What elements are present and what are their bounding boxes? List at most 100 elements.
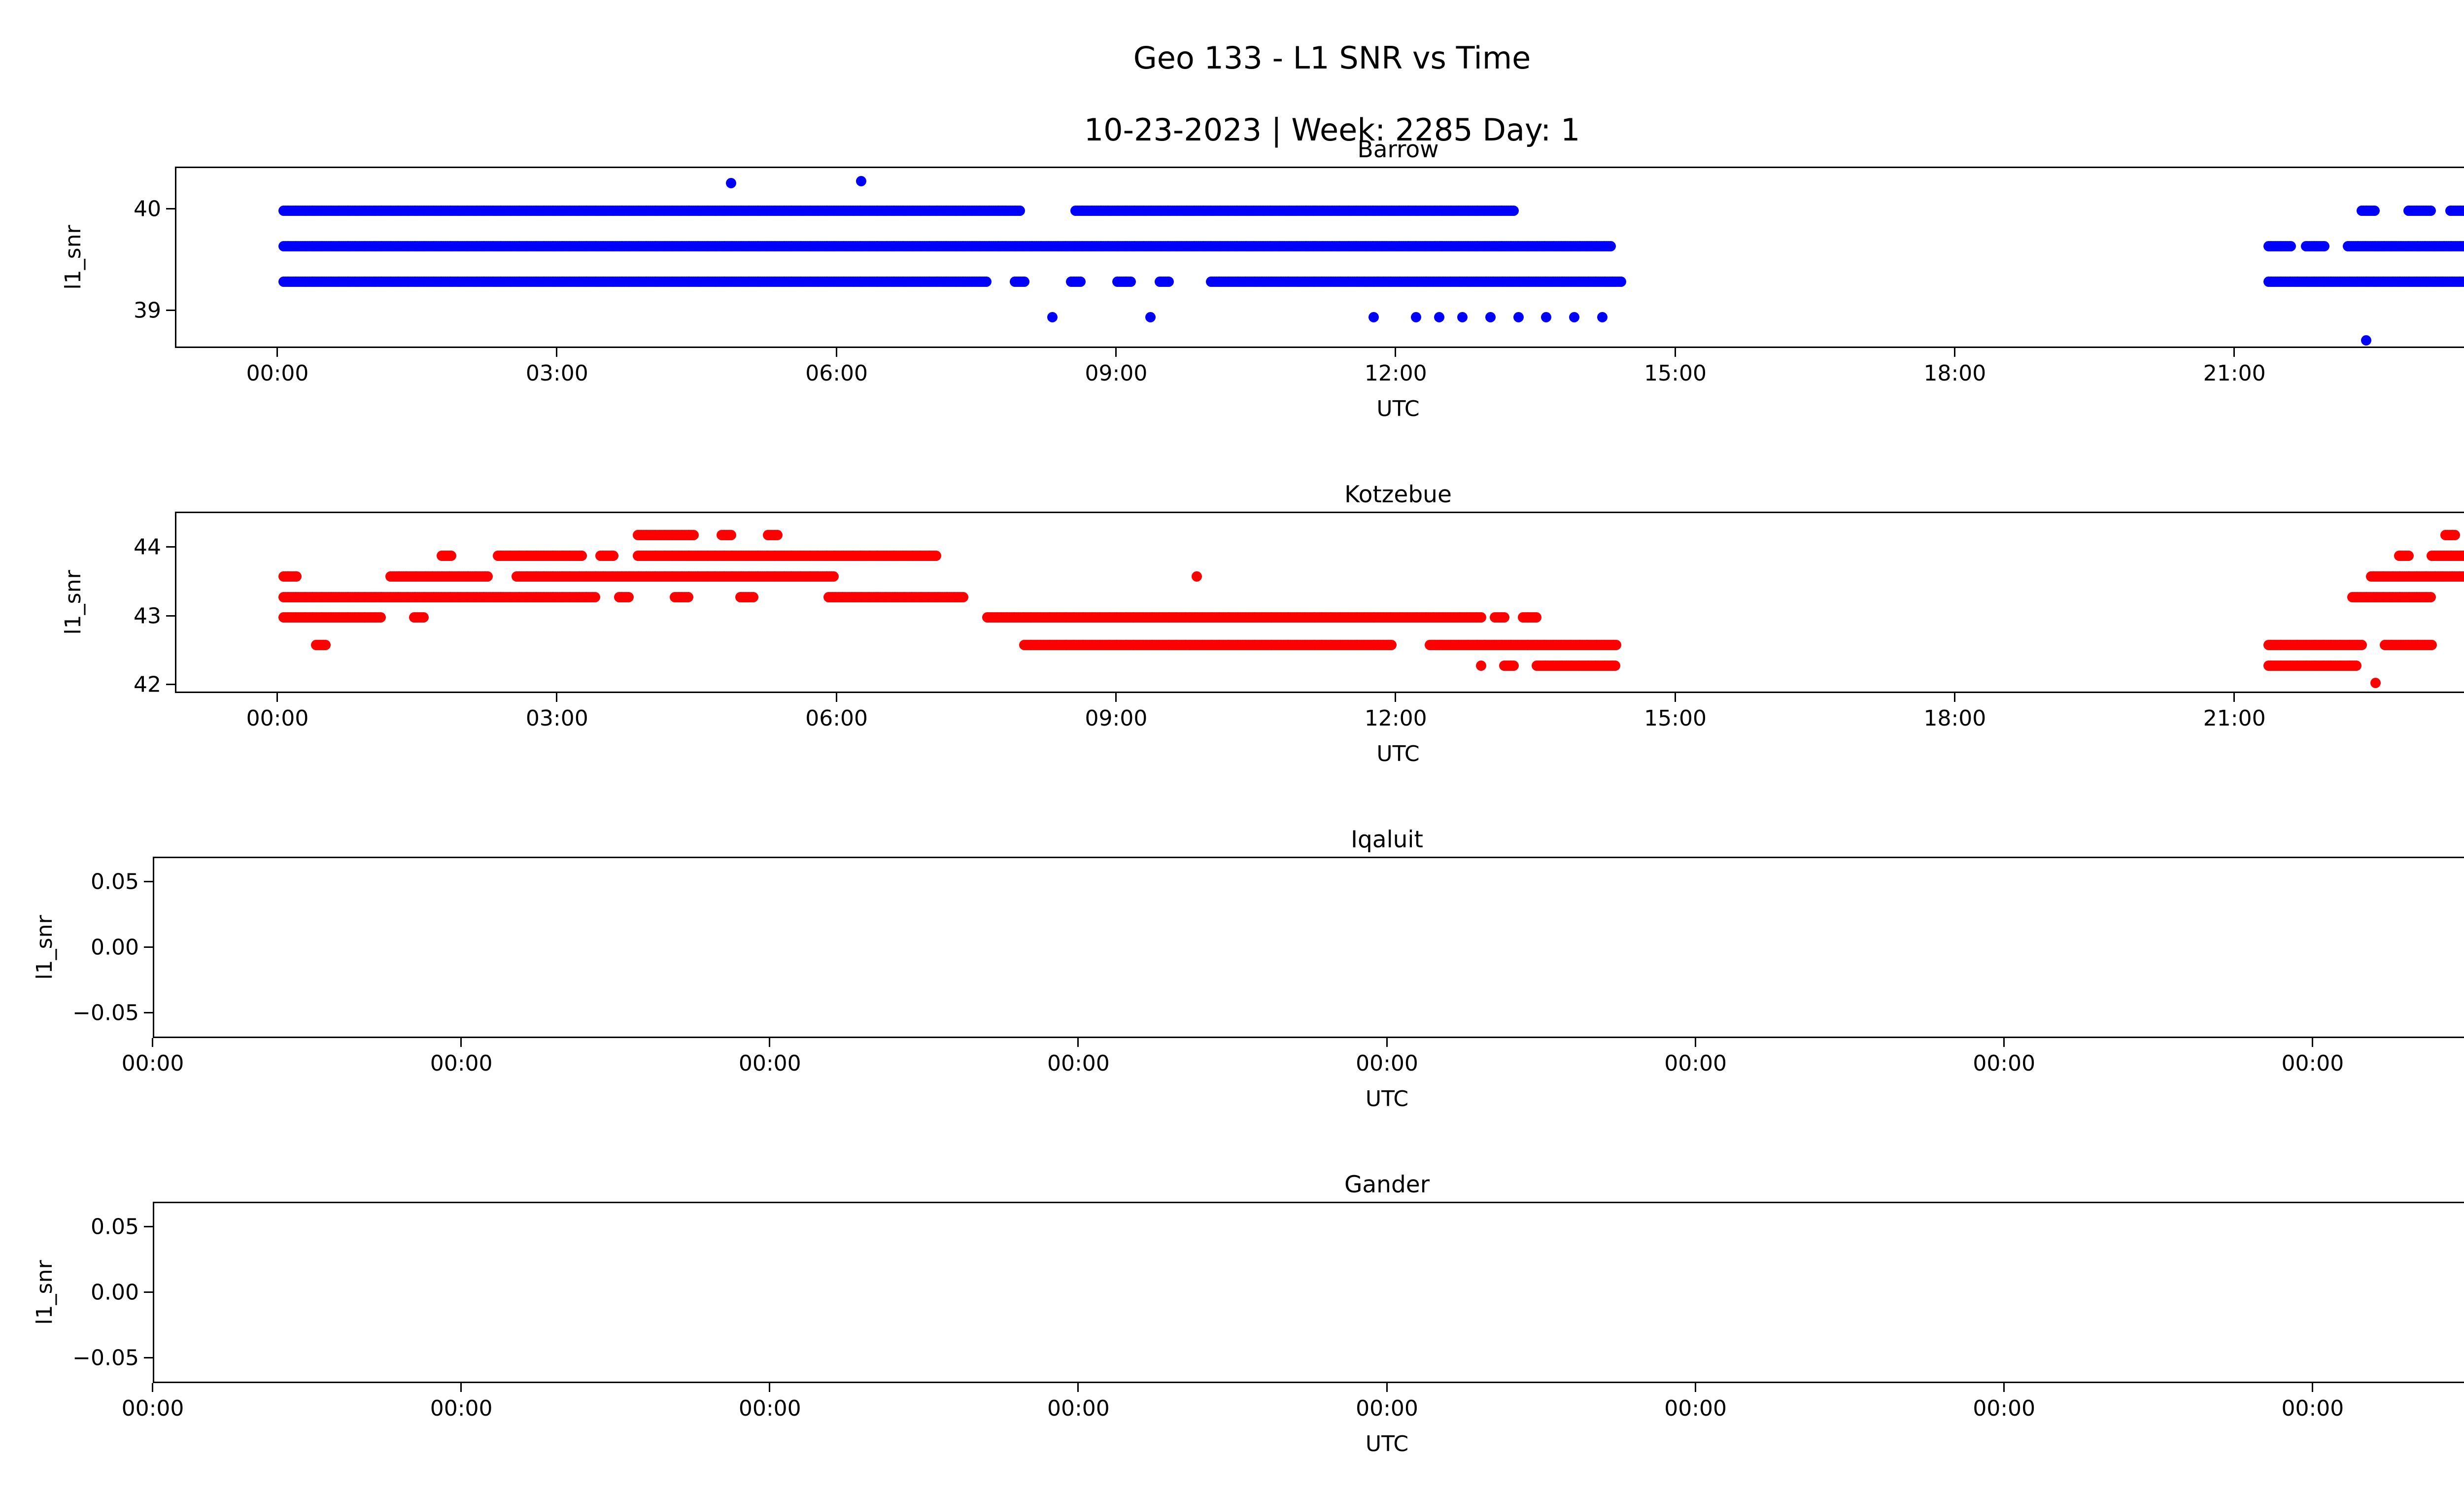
x-tick-label: 21:00 [2203,706,2266,731]
x-tick-mark [1386,1038,1388,1047]
x-tick-label: 00:00 [1973,1396,2036,1421]
suptitle-line-1: Geo 133 - L1 SNR vs Time [1133,40,1531,76]
data-point [2403,550,2414,561]
x-tick-mark [2311,1038,2313,1047]
x-tick-mark [1395,693,1397,702]
data-point-outlier [856,176,867,187]
x-tick-label: 21:00 [2203,361,2266,386]
y-tick-mark [166,309,175,311]
data-point [683,591,693,602]
data-point [1125,276,1136,287]
x-tick-mark [1953,693,1955,702]
suptitle-line-2: 10-23-2023 | Week: 2285 Day: 1 [1084,112,1580,148]
data-point [1615,276,1626,287]
data-point [446,550,457,561]
data-point [2369,205,2380,216]
data-point [320,640,331,651]
data-point-outlier [2370,677,2381,688]
y-tick-label: 0.05 [91,1214,139,1240]
data-point [2426,640,2437,651]
data-point [291,571,302,582]
x-tick-mark [2003,1038,2005,1047]
data-point [1610,660,1621,671]
data-point [958,591,968,602]
data-point [748,591,759,602]
x-tick-mark [1115,348,1117,357]
data-point-outlier [1047,312,1058,322]
x-tick-label: 15:00 [1644,706,1707,731]
data-point [589,591,600,602]
data-point-outlier [1513,312,1524,322]
y-tick-label: 39 [134,298,161,323]
x-tick-mark [2233,348,2235,357]
data-point-outlier [1597,312,1608,322]
data-point [1605,241,1616,251]
x-tick-mark [152,1038,153,1047]
x-tick-label: 15:00 [1644,361,1707,386]
y-tick-mark [166,546,175,548]
x-tick-mark [835,693,837,702]
x-tick-mark [276,348,278,357]
x-tick-label: 00:00 [2281,1051,2344,1076]
x-tick-mark [1077,1383,1079,1392]
y-tick-mark [144,880,153,882]
x-tick-label: 00:00 [738,1051,801,1076]
y-tick-mark [144,946,153,948]
x-tick-mark [835,348,837,357]
data-point [577,550,587,561]
x-axis-label-barrow: UTC [1376,396,1420,421]
y-tick-mark [166,684,175,686]
y-tick-label: 43 [134,603,161,629]
y-tick-label: −0.05 [72,1000,139,1026]
data-point [2319,241,2330,251]
data-point [375,612,386,623]
y-tick-mark [144,1291,153,1293]
x-tick-label: 00:00 [2281,1396,2344,1421]
x-tick-label: 03:00 [525,361,588,386]
x-tick-mark [460,1038,462,1047]
data-point-outlier [1192,571,1202,582]
data-point [2351,660,2361,671]
data-point [623,591,634,602]
data-point [1508,660,1519,671]
x-tick-mark [2311,1383,2313,1392]
y-tick-label: −0.05 [72,1345,139,1371]
x-tick-mark [1077,1038,1079,1047]
data-point [981,276,992,287]
x-tick-label: 00:00 [1047,1396,1110,1421]
x-tick-mark [1386,1383,1388,1392]
data-point [1531,612,1541,623]
data-point-outlier [1369,312,1379,322]
x-tick-label: 18:00 [1923,361,1986,386]
x-tick-label: 00:00 [430,1396,493,1421]
x-axis-label-iqaluit: UTC [1365,1086,1409,1112]
data-point [1475,612,1486,623]
subplot-iqaluit: Iqaluit l1_snr UTC 00:00 00:00 00:00 00:00 00:0… [32,826,2464,1112]
x-tick-mark [1674,348,1676,357]
x-tick-label: 00:00 [1973,1051,2036,1076]
subplot-title-gander: Gander [1344,1171,1430,1198]
data-point [2357,640,2367,651]
y-tick-mark [144,1012,153,1014]
x-tick-label: 06:00 [805,706,868,731]
x-tick-mark [152,1383,153,1392]
data-point [2286,241,2296,251]
x-tick-label: 09:00 [1085,706,1148,731]
x-tick-mark [1674,693,1676,702]
data-point [1386,640,1397,651]
y-tick-mark [144,1357,153,1359]
data-point [482,571,493,582]
y-tick-mark [166,208,175,210]
data-point-outlier [1475,660,1486,671]
data-point [725,530,736,541]
x-tick-label: 09:00 [1085,361,1148,386]
x-tick-label: 03:00 [525,706,588,731]
x-tick-mark [2233,693,2235,702]
data-point [1499,612,1510,623]
subplot-title-barrow: Barrow [1357,136,1439,163]
data-point [2425,591,2436,602]
y-tick-label: 44 [134,534,161,560]
y-tick-mark [166,615,175,617]
plot-frame-kotzebue [175,512,2464,693]
